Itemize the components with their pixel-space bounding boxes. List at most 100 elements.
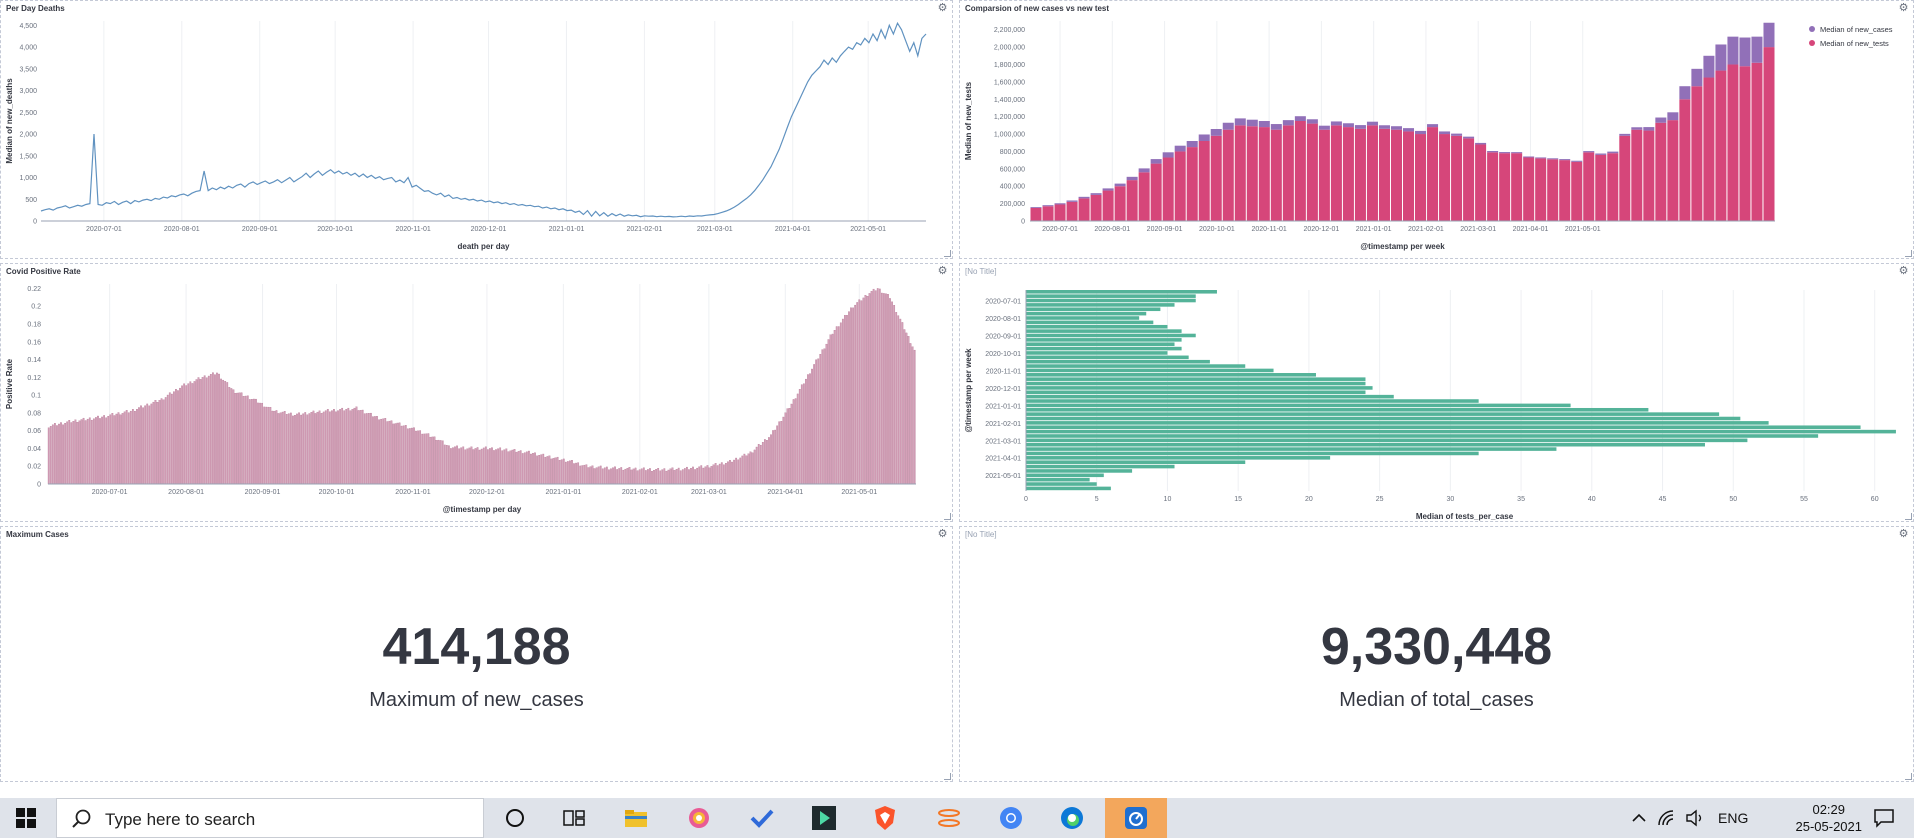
tests-per-case-bar — [1026, 486, 1111, 491]
positive-rate-bar — [601, 468, 604, 485]
positive-rate-bar — [90, 419, 93, 485]
positive-rate-bar — [296, 413, 298, 485]
photos-app-icon[interactable] — [685, 804, 713, 832]
gear-icon[interactable]: ⚙ — [937, 2, 948, 14]
positive-rate-bar — [497, 448, 499, 485]
legend-label: Median of new_tests — [1820, 39, 1889, 48]
positive-rate-bar — [794, 398, 797, 485]
tests-per-case-bar — [1026, 355, 1189, 360]
positive-rate-bar — [546, 456, 549, 485]
panel-cases-vs-tests: Comparsion of new cases vs new test ⚙ 20… — [959, 0, 1914, 259]
bar-new-tests — [1102, 190, 1114, 221]
positive-rate-bar — [704, 466, 707, 485]
positive-rate-bar — [782, 416, 785, 485]
positive-rate-bar — [380, 418, 383, 485]
positive-rate-bar — [388, 420, 391, 485]
code-editor-icon[interactable] — [810, 804, 838, 832]
x-tick-label: 35 — [1517, 496, 1525, 503]
notification-icon[interactable] — [1870, 804, 1898, 832]
positive-rate-bar — [302, 413, 305, 485]
taskbar: Type here to search ENG 02:29 — [0, 798, 1914, 838]
y-tick-label: 4,500 — [19, 23, 37, 30]
edge-browser-icon[interactable] — [1058, 804, 1086, 832]
gear-icon[interactable]: ⚙ — [1898, 528, 1909, 540]
y-tick-label: 400,000 — [1000, 184, 1025, 191]
y-axis-label: Positive Rate — [5, 358, 14, 409]
positive-rate-bar — [333, 409, 335, 485]
bar-new-cases — [1222, 122, 1234, 130]
windows-start-icon[interactable] — [12, 804, 40, 832]
positive-rate-bar — [355, 406, 358, 485]
brave-browser-icon[interactable] — [871, 804, 899, 832]
x-tick-label: 2020-09-01 — [1147, 226, 1183, 233]
positive-rate-bar — [558, 460, 561, 485]
gear-icon[interactable]: ⚙ — [1898, 2, 1909, 14]
resize-handle[interactable] — [1905, 513, 1912, 520]
positive-rate-bar — [745, 455, 748, 485]
bar-new-cases — [1150, 159, 1162, 164]
tests-per-case-bar — [1026, 477, 1090, 482]
file-explorer-icon[interactable] — [622, 804, 650, 832]
positive-rate-bar — [603, 467, 606, 485]
y-tick-label: 500 — [25, 197, 37, 204]
y-tick-label: 1,200,000 — [994, 114, 1025, 121]
positive-rate-bar — [872, 288, 875, 485]
positive-rate-bar — [212, 372, 214, 485]
taskbar-search-box[interactable]: Type here to search — [56, 798, 484, 838]
positive-rate-bar — [544, 456, 547, 485]
positive-rate-bar — [755, 446, 758, 485]
chevron-up-icon[interactable] — [1625, 804, 1653, 832]
positive-rate-bar — [183, 383, 186, 485]
tests-per-case-bar — [1026, 399, 1479, 403]
network-icon[interactable] — [1653, 804, 1681, 832]
bar-new-cases — [1463, 136, 1475, 139]
positive-rate-bar — [897, 315, 900, 485]
positive-rate-bar — [285, 414, 288, 485]
resize-handle[interactable] — [944, 513, 951, 520]
y-tick-label: 1,800,000 — [994, 62, 1025, 69]
jupyter-icon[interactable] — [935, 804, 963, 832]
y-tick-label: 0.12 — [27, 375, 41, 382]
gear-icon[interactable]: ⚙ — [1898, 265, 1909, 277]
tests-per-case-bar — [1026, 342, 1175, 346]
gear-icon[interactable]: ⚙ — [937, 528, 948, 540]
volume-icon[interactable] — [1681, 804, 1709, 832]
bar-new-tests — [1535, 158, 1547, 221]
positive-rate-bar — [593, 468, 596, 485]
resize-handle[interactable] — [1905, 250, 1912, 257]
positive-rate-bar — [123, 411, 126, 485]
metric-value: 9,330,448 — [1320, 618, 1553, 676]
positive-rate-bar — [667, 469, 670, 485]
cortana-icon[interactable] — [501, 804, 529, 832]
positive-rate-bar — [835, 326, 838, 485]
active-app-icon[interactable] — [1122, 804, 1150, 832]
positive-rate-bar — [632, 468, 635, 485]
positive-rate-bar — [905, 332, 908, 485]
x-tick-label: 2020-10-01 — [1199, 226, 1235, 233]
tests-per-case-bar — [1026, 311, 1147, 316]
positive-rate-bar — [647, 469, 649, 485]
positive-rate-bar — [382, 418, 385, 485]
resize-handle[interactable] — [944, 250, 951, 257]
y-tick-label: 0.08 — [27, 410, 41, 417]
bar-new-tests — [1691, 86, 1703, 221]
gear-icon[interactable]: ⚙ — [937, 265, 948, 277]
tests-per-case-bar — [1026, 456, 1331, 460]
bar-new-cases — [1054, 203, 1066, 205]
chrome-icon[interactable] — [997, 804, 1025, 832]
language-indicator[interactable]: ENG — [1718, 810, 1749, 826]
positive-rate-bar — [84, 420, 87, 485]
positive-rate-bar — [472, 449, 475, 485]
positive-rate-bar — [747, 453, 750, 485]
resize-handle[interactable] — [944, 773, 951, 780]
clock[interactable]: 02:29 25-05-2021 — [1796, 801, 1863, 835]
task-view-icon[interactable] — [560, 804, 588, 832]
resize-handle[interactable] — [1905, 773, 1912, 780]
positive-rate-bar — [429, 436, 432, 485]
positive-rate-bar — [361, 409, 364, 485]
bar-new-cases — [1114, 183, 1126, 187]
todo-app-icon[interactable] — [748, 804, 776, 832]
positive-rate-bar — [698, 466, 701, 485]
positive-rate-bar — [644, 470, 647, 485]
bar-new-tests — [1655, 122, 1667, 221]
